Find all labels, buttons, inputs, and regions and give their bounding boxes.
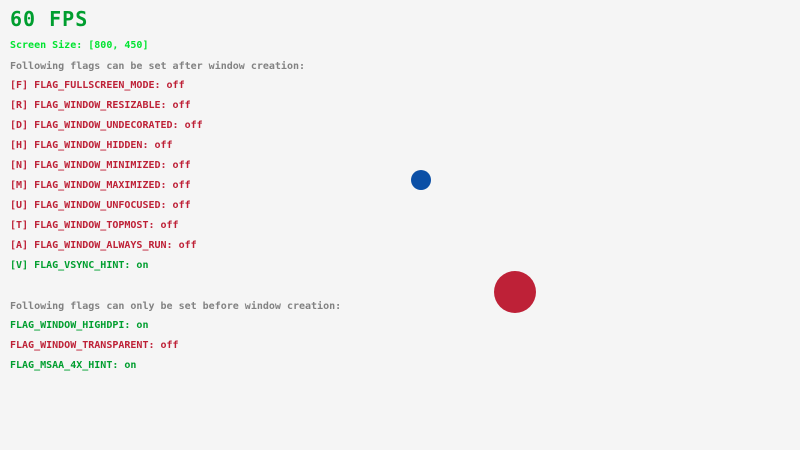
flag-window-minimized-status: [N] FLAG_WINDOW_MINIMIZED: off: [10, 160, 191, 171]
flag-window-undecorated-status: [D] FLAG_WINDOW_UNDECORATED: off: [10, 120, 203, 131]
flag-msaa-4x-hint-status: FLAG_MSAA_4X_HINT: on: [10, 360, 137, 371]
flag-window-transparent-status: FLAG_WINDOW_TRANSPARENT: off: [10, 340, 179, 351]
screen-size-label: Screen Size: [800, 450]: [10, 40, 149, 51]
flag-window-unfocused-status: [U] FLAG_WINDOW_UNFOCUSED: off: [10, 200, 191, 211]
fps-counter: 60 FPS: [10, 7, 89, 31]
flag-window-highdpi-status: FLAG_WINDOW_HIGHDPI: on: [10, 320, 149, 331]
after-creation-header: Following flags can be set after window …: [10, 61, 306, 72]
flag-window-maximized-status: [M] FLAG_WINDOW_MAXIMIZED: off: [10, 180, 191, 191]
flag-fullscreen-mode-status: [F] FLAG_FULLSCREEN_MODE: off: [10, 80, 185, 91]
flag-window-always-run-status: [A] FLAG_WINDOW_ALWAYS_RUN: off: [10, 240, 197, 251]
flag-window-topmost-status: [T] FLAG_WINDOW_TOPMOST: off: [10, 220, 179, 231]
blue-ball: [411, 170, 431, 190]
before-creation-header: Following flags can only be set before w…: [10, 301, 342, 312]
flag-vsync-hint-status: [V] FLAG_VSYNC_HINT: on: [10, 260, 149, 271]
red-ball: [494, 271, 536, 313]
flag-window-hidden-status: [H] FLAG_WINDOW_HIDDEN: off: [10, 140, 173, 151]
flag-window-resizable-status: [R] FLAG_WINDOW_RESIZABLE: off: [10, 100, 191, 111]
